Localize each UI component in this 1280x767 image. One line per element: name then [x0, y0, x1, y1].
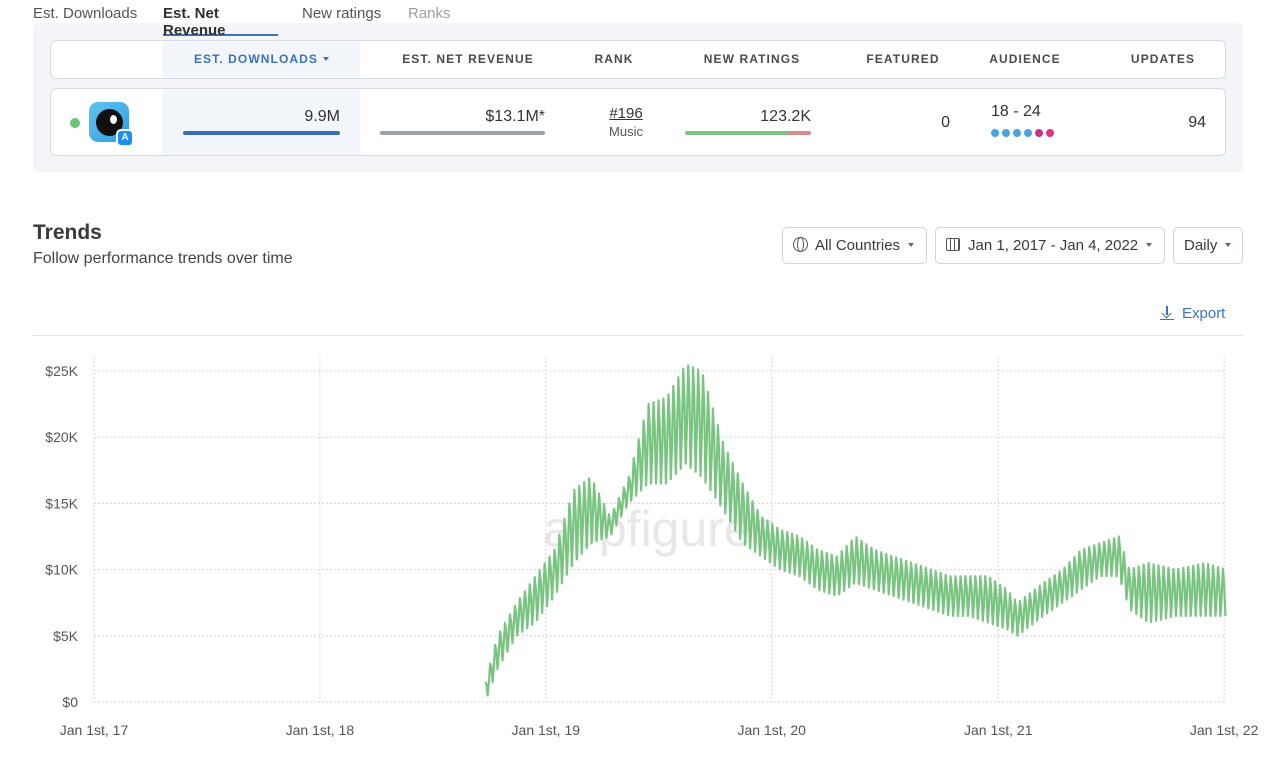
download-icon	[1160, 306, 1174, 320]
granularity-label: Daily	[1184, 237, 1218, 254]
country-filter-label: All Countries	[815, 237, 901, 254]
app-store-icon: A	[116, 129, 134, 147]
col-header-updates[interactable]: UPDATES	[1130, 52, 1196, 66]
trends-title: Trends	[33, 221, 102, 244]
rank-category: Music	[609, 124, 643, 139]
ratings-negative-bar	[788, 131, 811, 135]
revenue-bar	[380, 131, 545, 135]
revenue-trend-chart: $0$5K$10K$15K$20K$25K Jan 1st, 17 Jan 1st…	[45, 357, 1259, 738]
x-axis: Jan 1st, 17 Jan 1st, 18 Jan 1st, 19 Jan 1st…	[60, 722, 1259, 738]
audience-dot	[1013, 129, 1021, 137]
chevron-down-icon	[1225, 243, 1232, 247]
ratings-value: 123.2K	[760, 108, 811, 125]
col-header-revenue[interactable]: EST. NET REVENUE	[402, 52, 534, 66]
selected-column-cell-bg	[163, 89, 360, 155]
y-tick-label: $15K	[45, 495, 78, 511]
tab-est-downloads[interactable]: Est. Downloads	[33, 5, 138, 22]
globe-icon	[793, 237, 808, 252]
export-label: Export	[1182, 305, 1226, 322]
col-header-ratings[interactable]: NEW RATINGS	[703, 52, 801, 66]
export-button[interactable]: Export	[1160, 305, 1225, 322]
audience-dot	[1024, 129, 1032, 137]
chevron-down-icon	[908, 243, 915, 247]
downloads-bar	[183, 131, 340, 135]
y-tick-label: $20K	[45, 429, 78, 445]
tab-new-ratings[interactable]: New ratings	[302, 5, 382, 22]
country-filter-dropdown[interactable]: All Countries	[782, 227, 927, 264]
x-tick-label: Jan 1st, 20	[737, 722, 806, 738]
ratings-bar	[685, 131, 811, 135]
revenue-value: $13.1M*	[485, 108, 545, 125]
tab-est-net-revenue[interactable]: Est. Net Revenue	[163, 5, 278, 39]
trend-tabs	[33, 300, 1243, 336]
chevron-down-icon	[1146, 243, 1153, 247]
ratings-positive-bar	[685, 131, 789, 135]
y-tick-label: $0	[62, 694, 78, 710]
x-tick-label: Jan 1st, 17	[60, 722, 129, 738]
x-tick-label: Jan 1st, 22	[1190, 722, 1259, 738]
y-tick-label: $25K	[45, 363, 78, 379]
x-tick-label: Jan 1st, 21	[964, 722, 1033, 738]
date-range-label: Jan 1, 2017 - Jan 4, 2022	[968, 237, 1139, 254]
status-dot	[70, 118, 80, 128]
audience-value: 18 - 24	[991, 103, 1041, 120]
sort-caret-icon	[323, 57, 330, 61]
downloads-value: 9.9M	[304, 108, 340, 125]
granularity-dropdown[interactable]: Daily	[1173, 227, 1243, 264]
col-header-audience[interactable]: AUDIENCE	[989, 52, 1061, 66]
x-tick-label: Jan 1st, 18	[286, 722, 355, 738]
trends-subtitle: Follow performance trends over time	[33, 250, 293, 267]
y-tick-label: $5K	[53, 628, 79, 644]
col-header-downloads[interactable]: EST. DOWNLOADS	[163, 41, 360, 78]
series-line	[484, 364, 1227, 697]
audience-dot	[1002, 129, 1010, 137]
col-header-featured[interactable]: FEATURED	[866, 52, 940, 66]
rank-link[interactable]: #196	[609, 105, 643, 122]
y-tick-label: $10K	[45, 562, 78, 578]
col-header-rank[interactable]: RANK	[594, 52, 634, 66]
chart-grid	[93, 357, 1226, 703]
date-range-dropdown[interactable]: Jan 1, 2017 - Jan 4, 2022	[935, 227, 1165, 264]
audience-dot	[1035, 129, 1043, 137]
audience-dot	[1046, 129, 1054, 137]
updates-value: 94	[1188, 114, 1206, 131]
tab-ranks[interactable]: Ranks	[408, 5, 451, 22]
calendar-icon	[946, 238, 960, 251]
featured-value: 0	[941, 114, 950, 131]
audience-dot	[991, 129, 999, 137]
y-axis: $0 $5K $10K $15K $20K $25K	[45, 363, 78, 710]
x-tick-label: Jan 1st, 19	[512, 722, 581, 738]
